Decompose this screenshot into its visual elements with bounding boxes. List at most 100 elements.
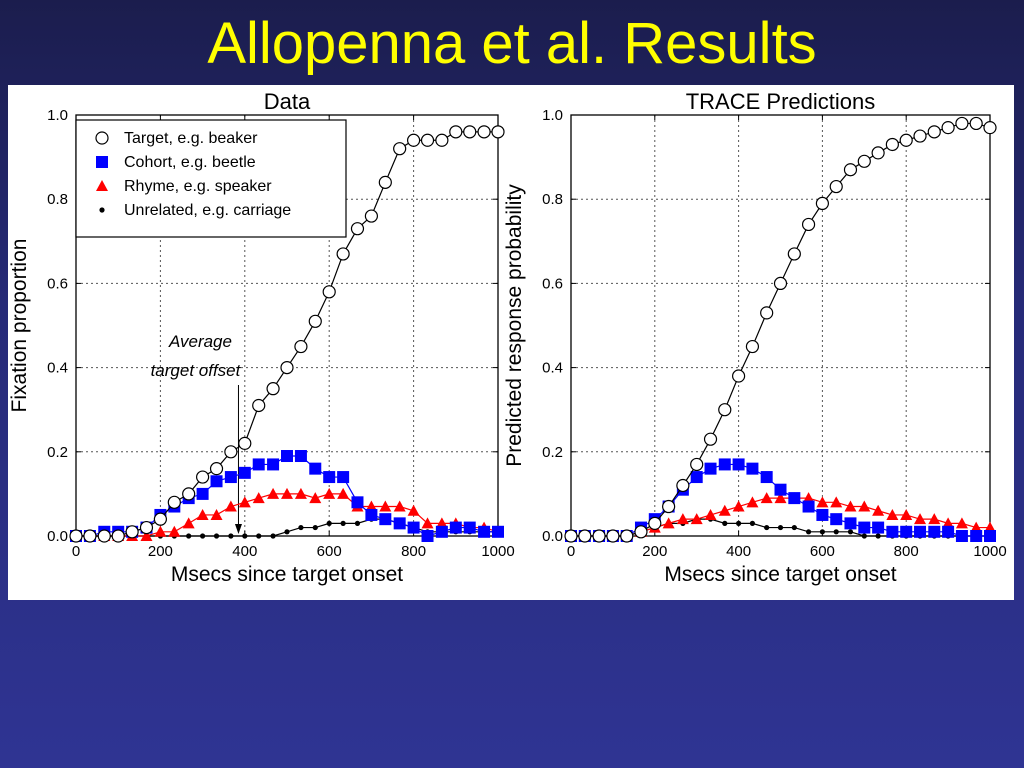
data-point-triangle xyxy=(970,521,983,533)
annotation-average-target-offset: Average target offset xyxy=(151,332,242,534)
data-point-square xyxy=(267,458,280,471)
data-point-open-circle xyxy=(350,222,365,236)
data-point-open-circle xyxy=(378,175,392,189)
y-tick-label: 0.4 xyxy=(47,360,68,377)
data-point-dot xyxy=(213,533,220,539)
legend-marker-triangle xyxy=(96,180,108,191)
data-point-triangle xyxy=(690,513,703,525)
data-point-open-circle xyxy=(592,529,606,543)
data-point-open-circle xyxy=(322,285,336,299)
data-point-open-circle xyxy=(787,247,801,261)
data-point-triangle xyxy=(154,525,167,537)
data-point-square xyxy=(196,487,209,500)
data-point-open-circle xyxy=(634,525,648,539)
data-point-open-circle xyxy=(153,512,167,526)
data-point-open-circle xyxy=(477,125,491,139)
plot-frame xyxy=(570,114,991,537)
x-axis-label: Msecs since target onset xyxy=(171,563,403,586)
data-point-square xyxy=(886,525,899,538)
data-point-dot xyxy=(833,529,839,535)
y-tick-label: 0.8 xyxy=(542,191,563,208)
data-point-open-circle xyxy=(209,462,224,476)
chart-1: 0 200 400 600 800 1000 0.0 0.2 0.4 0.6 0.8 1.0 Data M… xyxy=(8,89,515,586)
data-point-triangle xyxy=(928,513,941,525)
data-point-open-circle xyxy=(745,339,760,354)
x-tick-label: 0 xyxy=(72,543,80,560)
data-point-square xyxy=(955,530,968,542)
data-point-dot xyxy=(847,529,854,535)
data-point-open-circle xyxy=(829,179,843,194)
legend-marker-open-circle xyxy=(95,131,109,145)
data-point-dot xyxy=(298,524,304,531)
data-point-open-circle xyxy=(969,116,983,131)
y-tick-label: 0.0 xyxy=(542,528,563,545)
data-point-open-circle xyxy=(815,196,830,211)
y-tick-label: 0.0 xyxy=(47,528,68,545)
data-point-square xyxy=(407,521,420,534)
x-tick-label: 600 xyxy=(317,543,342,560)
data-point-open-circle xyxy=(449,125,463,139)
data-point-triangle xyxy=(984,521,996,533)
chart-title: TRACE Predictions xyxy=(686,89,876,114)
data-point-square xyxy=(872,521,885,534)
data-point-dot xyxy=(354,520,361,526)
data-point-dot xyxy=(340,520,346,526)
x-tick-label: 0 xyxy=(567,543,575,560)
y-tick-label: 0.6 xyxy=(47,275,68,292)
data-point-triangle xyxy=(140,530,153,541)
x-tick-label: 800 xyxy=(401,543,426,560)
data-point-open-circle xyxy=(252,398,266,413)
y-tick-label: 0.6 xyxy=(542,275,563,292)
y-tick-label: 1.0 xyxy=(47,107,68,124)
annotation-text: target offset xyxy=(151,361,242,380)
data-point-open-circle xyxy=(871,146,885,160)
figure-svg: 0 200 400 600 800 1000 0.0 0.2 0.4 0.6 0.8 1.0 Data M… xyxy=(8,89,1007,586)
data-point-square xyxy=(224,471,237,484)
data-point-open-circle xyxy=(731,369,746,383)
data-point-dot xyxy=(861,533,867,539)
y-tick-label: 0.2 xyxy=(47,444,68,461)
data-point-open-circle xyxy=(648,516,662,530)
data-point-open-circle xyxy=(927,125,941,139)
data-point-open-circle xyxy=(224,445,238,459)
data-point-square xyxy=(323,471,336,484)
data-point-square xyxy=(816,508,829,521)
data-point-dot xyxy=(777,524,784,531)
data-point-dot xyxy=(805,529,812,535)
data-point-triangle xyxy=(252,492,265,504)
x-tick-label: 400 xyxy=(232,543,257,560)
x-tick-label: 200 xyxy=(148,543,173,560)
data-point-open-circle xyxy=(718,403,732,417)
data-point-triangle xyxy=(802,492,815,504)
data-point-open-circle xyxy=(238,436,252,450)
data-point-open-circle xyxy=(97,529,111,543)
data-point-open-circle xyxy=(857,154,871,168)
y-tick-label: 1.0 xyxy=(542,107,563,124)
data-point-square xyxy=(492,525,504,538)
annotation-text: Average xyxy=(168,332,232,351)
data-point-open-circle xyxy=(420,133,435,147)
data-point-triangle xyxy=(393,500,406,512)
data-point-triangle xyxy=(196,508,209,520)
series-open-circle xyxy=(564,116,997,543)
data-point-triangle xyxy=(886,508,899,520)
data-point-triangle xyxy=(718,504,731,516)
data-point-open-circle xyxy=(564,529,578,543)
data-point-square xyxy=(970,530,983,542)
data-point-triangle xyxy=(955,517,968,529)
data-point-square xyxy=(309,462,322,475)
data-point-open-circle xyxy=(941,121,955,135)
data-point-triangle xyxy=(365,500,378,512)
data-point-square xyxy=(281,450,293,463)
data-point-triangle xyxy=(662,517,675,529)
legend-label: Cohort, e.g. beetle xyxy=(124,154,256,171)
y-axis-label: Fixation proportion xyxy=(8,239,31,413)
data-point-triangle xyxy=(676,513,689,525)
data-point-open-circle xyxy=(167,495,181,509)
data-point-square xyxy=(900,525,913,538)
data-point-open-circle xyxy=(620,529,634,543)
legend-label: Target, e.g. beaker xyxy=(124,130,258,147)
y-tick-label: 0.2 xyxy=(542,444,563,461)
data-point-triangle xyxy=(337,487,350,499)
data-point-square xyxy=(337,471,350,484)
